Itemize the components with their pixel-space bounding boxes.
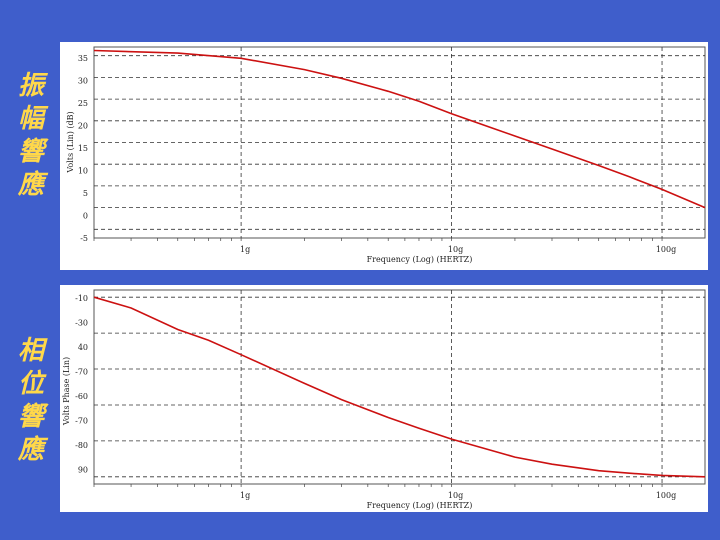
magnitude-y-tick-label: 5 <box>83 189 88 198</box>
magnitude-y-tick-label: 20 <box>78 122 88 131</box>
phase-y-tick-label: -70 <box>75 417 88 426</box>
phase-y-tick-label: 90 <box>78 466 88 475</box>
magnitude-series-line <box>93 49 706 209</box>
phase-x-tick-label: 100g <box>656 491 676 500</box>
magnitude-y-tick-label: 30 <box>78 77 88 86</box>
magnitude-x-tick-label: 1g <box>240 245 250 254</box>
magnitude-x-tick-label: 100g <box>656 245 676 254</box>
phase-y-tick-label: -60 <box>75 392 88 401</box>
magnitude-chart: 35 30 25 20 15 10 5 0 -5 1g 10g 100g Frequency (Log)… <box>66 46 706 264</box>
magnitude-y-tick-label: 10 <box>78 167 88 176</box>
magnitude-response-label: 振幅響應 <box>17 71 44 200</box>
phase-y-tick-label: -30 <box>75 319 88 328</box>
phase-chart-panel: -10 -30 40 -70 -60 -70 -80 90 1g 10g 100g Frequency… <box>60 285 708 512</box>
magnitude-x-axis-label: Frequency (Log) (HERTZ) <box>367 255 473 264</box>
magnitude-y-tick-label: -5 <box>80 234 88 243</box>
phase-series-line <box>93 296 706 478</box>
phase-x-tick-label: 1g <box>240 491 250 500</box>
magnitude-y-tick-label: 0 <box>83 212 88 221</box>
magnitude-x-tick-label: 10g <box>448 245 463 254</box>
magnitude-y-tick-label: 25 <box>78 99 88 108</box>
phase-response-label: 相位響應 <box>17 336 44 465</box>
magnitude-y-axis-label: Volts (Lin) (dB) <box>66 111 75 173</box>
phase-chart: -10 -30 40 -70 -60 -70 -80 90 1g 10g 100g Frequency… <box>62 289 706 510</box>
magnitude-y-tick-label: 35 <box>78 54 88 63</box>
phase-plot-frame <box>93 289 706 485</box>
phase-x-tick-label: 10g <box>448 491 463 500</box>
phase-y-tick-label: -80 <box>75 441 88 450</box>
phase-y-tick-label: -70 <box>75 368 88 377</box>
magnitude-chart-panel: 35 30 25 20 15 10 5 0 -5 1g 10g 100g Frequency (Log)… <box>60 42 708 270</box>
magnitude-y-tick-label: 15 <box>78 144 88 153</box>
phase-y-axis-label: Volts Phase (Lin) <box>62 357 71 426</box>
phase-y-tick-label: -10 <box>75 294 88 303</box>
phase-x-axis-label: Frequency (Log) (HERTZ) <box>367 501 473 510</box>
phase-y-tick-label: 40 <box>78 343 88 352</box>
